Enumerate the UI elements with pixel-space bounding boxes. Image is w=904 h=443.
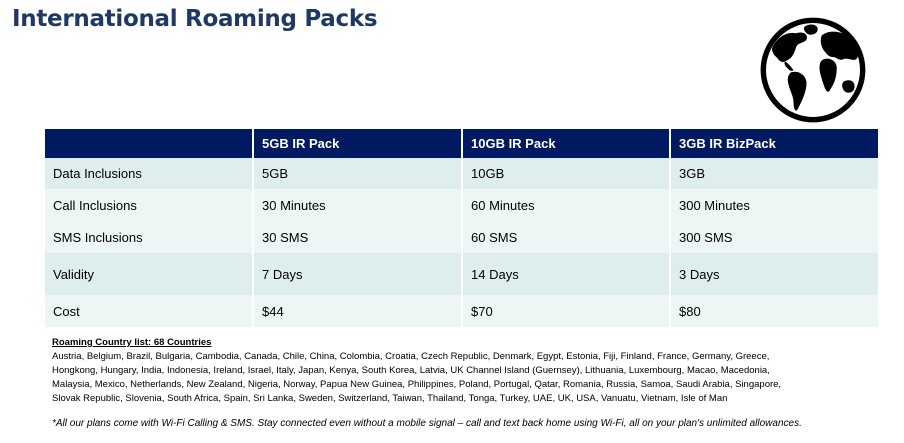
table-cell: 300 SMS xyxy=(670,221,878,253)
header-cell-blank xyxy=(45,129,254,158)
table-cell: 30 Minutes xyxy=(253,189,463,221)
table-cell: 60 Minutes xyxy=(462,189,671,221)
table-cell: 3 Days xyxy=(670,253,878,295)
table-cell: 5GB xyxy=(253,158,463,189)
globe-icon xyxy=(760,17,866,123)
row-label: SMS Inclusions xyxy=(45,221,254,253)
table-cell: $44 xyxy=(253,295,463,327)
header-cell-5gb-ir-pack: 5GB IR Pack xyxy=(253,129,463,158)
row-label: Data Inclusions xyxy=(45,158,254,189)
table-cell: 300 Minutes xyxy=(670,189,878,221)
row-label: Call Inclusions xyxy=(45,189,254,221)
roaming-country-list: Roaming Country list: 68 Countries Austr… xyxy=(52,336,872,406)
table-row: Data Inclusions 5GB 10GB 3GB xyxy=(45,158,878,189)
row-label: Validity xyxy=(45,253,254,295)
table-row: Validity 7 Days 14 Days 3 Days xyxy=(45,253,878,295)
table-cell: 3GB xyxy=(670,158,878,189)
country-list-line: Austria, Belgium, Brazil, Bulgaria, Camb… xyxy=(52,351,770,362)
page-title: International Roaming Packs xyxy=(12,6,378,32)
table-cell: 7 Days xyxy=(253,253,463,295)
country-list-line: Malaysia, Mexico, Netherlands, New Zeala… xyxy=(52,379,782,390)
table-cell: 60 SMS xyxy=(462,221,671,253)
table-cell: 30 SMS xyxy=(253,221,463,253)
table-cell: $70 xyxy=(462,295,671,327)
roaming-packs-table: 5GB IR Pack 10GB IR Pack 3GB IR BizPack … xyxy=(45,129,878,327)
table-header-row: 5GB IR Pack 10GB IR Pack 3GB IR BizPack xyxy=(45,129,878,158)
table-cell: $80 xyxy=(670,295,878,327)
table-cell: 14 Days xyxy=(462,253,671,295)
table-row: SMS Inclusions 30 SMS 60 SMS 300 SMS xyxy=(45,221,878,253)
header-cell-3gb-ir-bizpack: 3GB IR BizPack xyxy=(670,129,878,158)
row-label: Cost xyxy=(45,295,254,327)
footnote: *All our plans come with Wi-Fi Calling &… xyxy=(52,418,802,429)
country-list-heading: Roaming Country list: 68 Countries xyxy=(52,337,212,348)
country-list-line: Hongkong, Hungary, India, Indonesia, Ire… xyxy=(52,365,770,376)
table-cell: 10GB xyxy=(462,158,671,189)
table-row: Cost $44 $70 $80 xyxy=(45,295,878,327)
country-list-line: Slovak Republic, Slovenia, South Africa,… xyxy=(52,393,728,404)
header-cell-10gb-ir-pack: 10GB IR Pack xyxy=(462,129,671,158)
table-row: Call Inclusions 30 Minutes 60 Minutes 30… xyxy=(45,189,878,221)
